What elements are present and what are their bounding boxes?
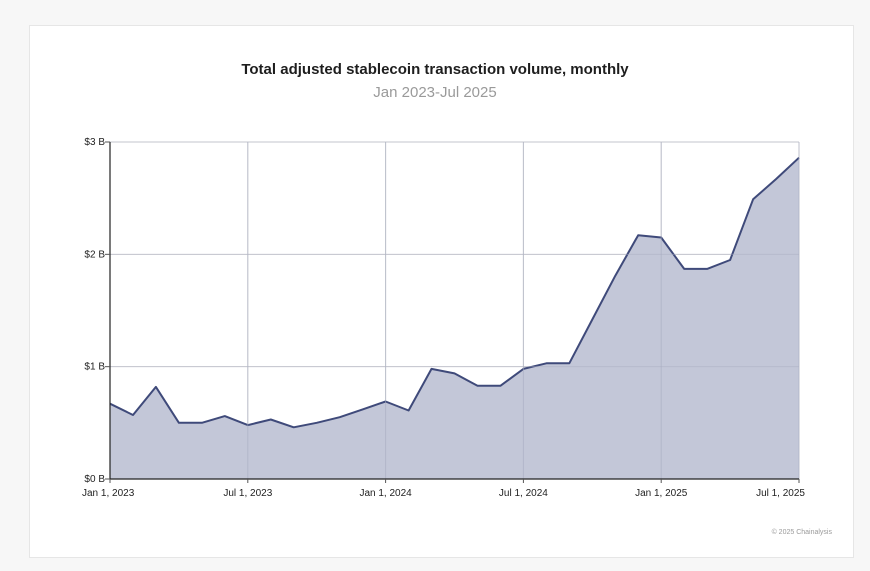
x-tick-label: Jul 1, 2023	[223, 488, 272, 499]
x-axis-ticks: Jan 1, 2023 Jul 1, 2023 Jan 1, 2024 Jul 1, …	[82, 479, 805, 499]
y-tick-label: $1 B	[84, 362, 105, 373]
x-tick-label: Jan 1, 2024	[359, 488, 412, 499]
area-fill	[110, 157, 799, 479]
x-tick-label: Jan 1, 2025	[635, 488, 688, 499]
y-tick-label: $2 B	[84, 249, 105, 260]
y-tick-label: $0 B	[84, 474, 105, 485]
y-tick-label: $3 B	[84, 137, 105, 148]
x-tick-label: Jan 1, 2023	[82, 488, 135, 499]
x-tick-label: Jul 1, 2025	[756, 488, 805, 499]
chart-title: Total adjusted stablecoin transaction vo…	[241, 61, 629, 78]
area-series	[109, 141, 800, 479]
y-axis-ticks: $0 B $1 B $2 B $3 B	[84, 137, 110, 485]
axes	[109, 142, 799, 480]
copyright-credit: © 2025 Chainalysis	[771, 529, 832, 536]
series-line	[109, 156, 800, 429]
x-tick-label: Jul 1, 2024	[499, 488, 548, 499]
chart-subtitle: Jan 2023-Jul 2025	[373, 84, 497, 101]
